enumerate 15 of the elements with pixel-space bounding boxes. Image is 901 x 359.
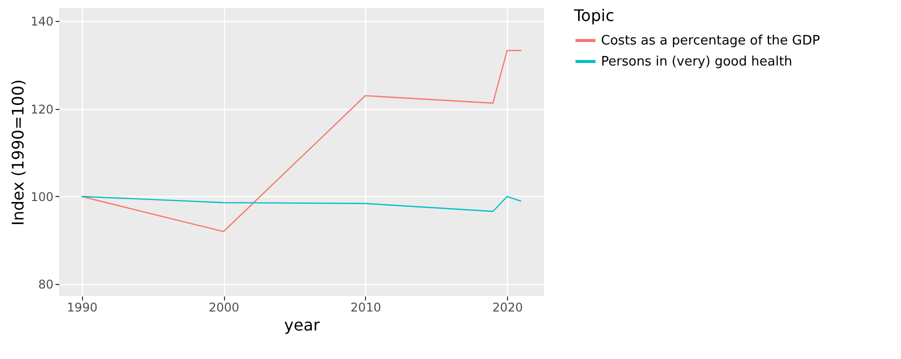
x-axis-title: year <box>284 316 320 334</box>
y-tick-label: 80 <box>38 278 54 292</box>
y-axis-title: Index (1990=100) <box>8 79 28 226</box>
x-tick-label: 2010 <box>350 300 382 314</box>
legend-title: Topic <box>573 6 614 25</box>
x-tick-label: 2000 <box>208 300 240 314</box>
y-tick-label: 120 <box>30 102 54 116</box>
legend-label: Costs as a percentage of the GDP <box>601 34 820 48</box>
x-tick-label: 2020 <box>492 300 523 314</box>
legend-label: Persons in (very) good health <box>601 54 792 70</box>
line-series <box>81 196 522 212</box>
y-tick-label: 140 <box>30 14 54 29</box>
y-tick-label: 100 <box>30 190 54 204</box>
line-series <box>81 50 522 232</box>
x-tick-label: 1990 <box>66 300 98 314</box>
